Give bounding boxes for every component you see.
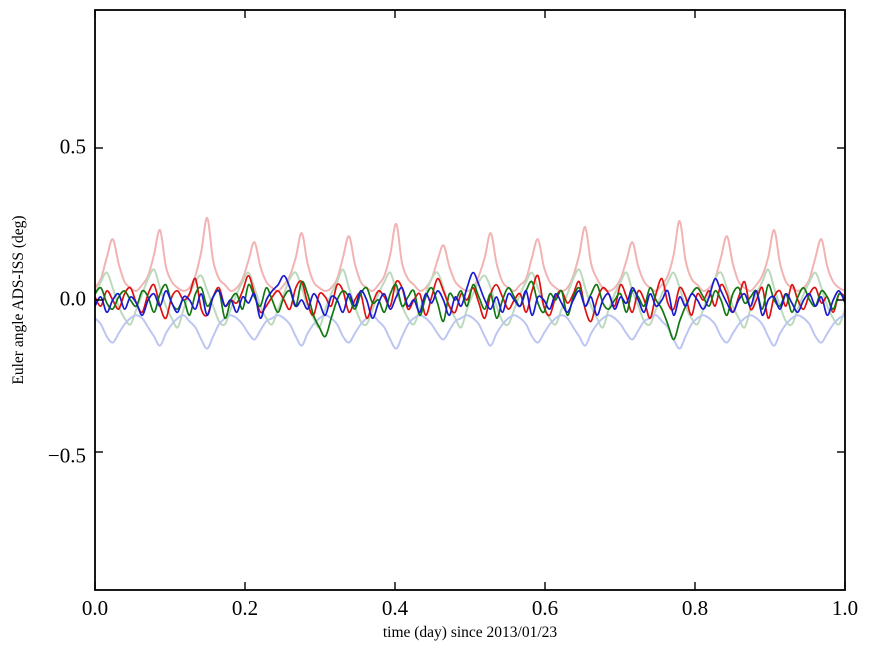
y-tick-label: 0.5 bbox=[59, 134, 86, 159]
y-axis-label: Euler angle ADS-ISS (deg) bbox=[10, 215, 27, 385]
x-tick-label: 0.0 bbox=[81, 596, 109, 620]
x-axis-label: time (day) since 2013/01/23 bbox=[382, 624, 558, 641]
x-tick-label: 0.6 bbox=[531, 596, 559, 620]
x-tick-label: 1.0 bbox=[831, 596, 859, 620]
y-tick-label: −0.5 bbox=[47, 443, 86, 468]
x-tick-label: 0.2 bbox=[231, 596, 259, 620]
x-tick-label: 0.8 bbox=[681, 596, 709, 620]
series-blue-line bbox=[95, 271, 845, 320]
series-pale-red-line bbox=[95, 216, 845, 292]
series-pale-blue-line bbox=[95, 314, 845, 350]
y-tick-label: 0.0 bbox=[59, 286, 86, 311]
x-tick-label: 0.4 bbox=[381, 596, 409, 620]
